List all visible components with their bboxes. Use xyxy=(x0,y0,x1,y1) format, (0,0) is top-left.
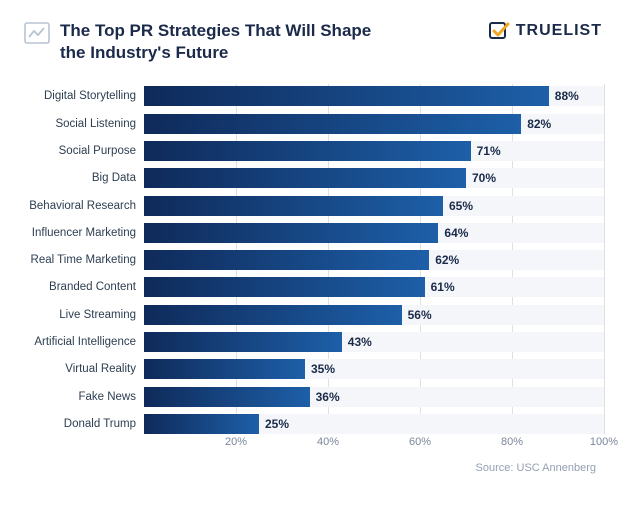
x-tick-label: 60% xyxy=(409,436,431,448)
bar-value: 71% xyxy=(477,144,501,158)
chart-icon xyxy=(24,22,50,44)
bar-fill xyxy=(144,250,429,270)
page-title: The Top PR Strategies That Will Shape th… xyxy=(60,20,380,64)
x-axis-labels: 20%40%60%80%100% xyxy=(144,436,604,454)
bar-label: Social Listening xyxy=(24,118,144,130)
bar-row: Social Purpose71% xyxy=(144,141,604,161)
bar-row: Donald Trump25% xyxy=(144,414,604,434)
bar-label: Donald Trump xyxy=(24,418,144,430)
bar-fill xyxy=(144,114,521,134)
bar-fill xyxy=(144,196,443,216)
x-tick-label: 40% xyxy=(317,436,339,448)
bar-fill xyxy=(144,359,305,379)
bar-row: Real Time Marketing62% xyxy=(144,250,604,270)
bar-label: Social Purpose xyxy=(24,145,144,157)
x-tick-label: 20% xyxy=(225,436,247,448)
bar-value: 56% xyxy=(408,308,432,322)
bar-row: Behavioral Research65% xyxy=(144,196,604,216)
brand-logo: TRUELIST xyxy=(488,20,602,42)
bar-label: Influencer Marketing xyxy=(24,227,144,239)
bar-label: Virtual Reality xyxy=(24,363,144,375)
bar-value: 70% xyxy=(472,171,496,185)
bar-row: Artificial Intelligence43% xyxy=(144,332,604,352)
bar-value: 64% xyxy=(444,226,468,240)
brand-name: TRUELIST xyxy=(516,22,602,40)
bar-row: Social Listening82% xyxy=(144,114,604,134)
bar-row: Big Data70% xyxy=(144,168,604,188)
bar-fill xyxy=(144,86,549,106)
gridline xyxy=(604,84,605,434)
bar-fill xyxy=(144,277,425,297)
title-wrap: The Top PR Strategies That Will Shape th… xyxy=(24,20,380,64)
chart-bars: Digital Storytelling88% Social Listening8… xyxy=(144,86,604,434)
bar-fill xyxy=(144,168,466,188)
bar-value: 88% xyxy=(555,89,579,103)
bar-fill xyxy=(144,332,342,352)
bar-label: Fake News xyxy=(24,391,144,403)
bar-fill xyxy=(144,387,310,407)
bar-row: Influencer Marketing64% xyxy=(144,223,604,243)
bar-label: Branded Content xyxy=(24,281,144,293)
bar-value: 35% xyxy=(311,362,335,376)
bar-label: Live Streaming xyxy=(24,309,144,321)
bar-label: Big Data xyxy=(24,172,144,184)
bar-value: 25% xyxy=(265,417,289,431)
bar-row: Digital Storytelling88% xyxy=(144,86,604,106)
bar-label: Behavioral Research xyxy=(24,200,144,212)
x-tick-label: 100% xyxy=(590,436,618,448)
bar-value: 36% xyxy=(316,390,340,404)
bar-value: 61% xyxy=(431,280,455,294)
bar-row: Live Streaming56% xyxy=(144,305,604,325)
bar-fill xyxy=(144,223,438,243)
bar-fill xyxy=(144,414,259,434)
bar-chart: Digital Storytelling88% Social Listening8… xyxy=(144,84,604,454)
checkbox-icon xyxy=(488,20,510,42)
bar-label: Artificial Intelligence xyxy=(24,336,144,348)
bar-row: Virtual Reality35% xyxy=(144,359,604,379)
bar-value: 62% xyxy=(435,253,459,267)
bar-row: Fake News36% xyxy=(144,387,604,407)
bar-value: 82% xyxy=(527,117,551,131)
bar-label: Digital Storytelling xyxy=(24,90,144,102)
source-attribution: Source: USC Annenberg xyxy=(24,462,602,474)
bar-value: 43% xyxy=(348,335,372,349)
bar-row: Branded Content61% xyxy=(144,277,604,297)
header: The Top PR Strategies That Will Shape th… xyxy=(24,20,602,64)
bar-fill xyxy=(144,305,402,325)
bar-value: 65% xyxy=(449,199,473,213)
bar-fill xyxy=(144,141,471,161)
x-tick-label: 80% xyxy=(501,436,523,448)
bar-label: Real Time Marketing xyxy=(24,254,144,266)
